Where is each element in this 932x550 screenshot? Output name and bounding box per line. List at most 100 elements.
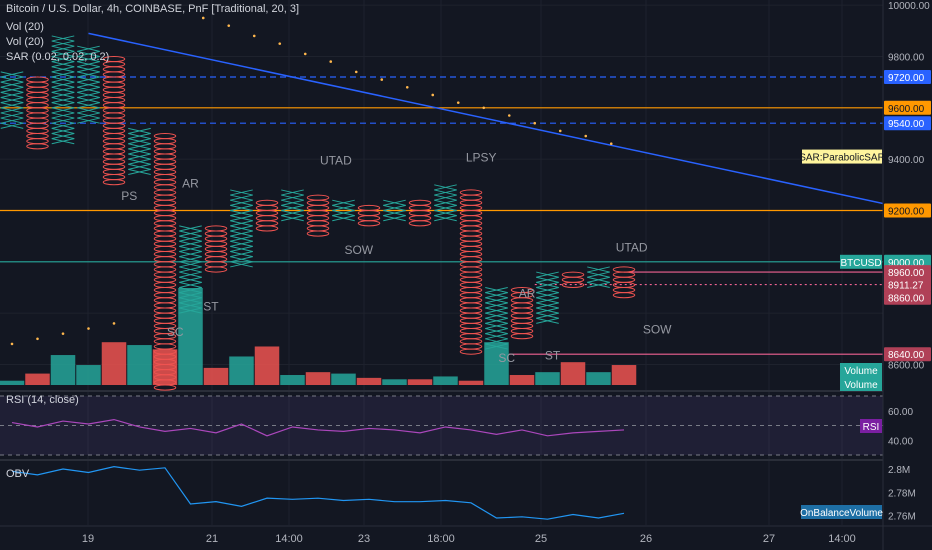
- sar-tag-label[interactable]: SAR:ParabolicSAR: [799, 153, 885, 164]
- time-tick-label[interactable]: 21: [206, 533, 218, 545]
- o-column[interactable]: [26, 76, 49, 150]
- x-column[interactable]: [230, 189, 253, 268]
- time-tick-label[interactable]: 27: [763, 533, 775, 545]
- x-box: [179, 225, 202, 232]
- obv-pane[interactable]: [11, 466, 625, 520]
- x-column[interactable]: [51, 35, 75, 145]
- price-tick-label[interactable]: 8600.00: [888, 360, 925, 371]
- x-column[interactable]: [485, 286, 508, 350]
- time-tick-label[interactable]: 18:00: [427, 533, 455, 545]
- price-tag-label[interactable]: 9540.00: [888, 119, 925, 130]
- x-column[interactable]: [281, 189, 304, 222]
- price-tag[interactable]: [884, 70, 931, 84]
- volume-tag-2-label[interactable]: Volume: [844, 380, 878, 391]
- price-tag[interactable]: [884, 100, 931, 115]
- price-tick-label[interactable]: 10000.00: [888, 1, 930, 12]
- trendline-line[interactable]: [88, 32, 892, 207]
- time-tick-label[interactable]: 26: [640, 533, 652, 545]
- x-column[interactable]: [0, 71, 24, 129]
- vol-legend-1[interactable]: Vol (20): [6, 21, 44, 33]
- volume-bar: [101, 342, 127, 385]
- price-tick-label[interactable]: 9400.00: [888, 155, 925, 166]
- btcusd-tag-label[interactable]: BTCUSD: [840, 258, 881, 269]
- vol-legend-2[interactable]: Vol (20): [6, 36, 44, 48]
- sar-legend[interactable]: SAR (0.02, 0.02, 0.2): [6, 51, 110, 63]
- time-tick-label[interactable]: 14:00: [828, 533, 856, 545]
- obv-tag-label[interactable]: OnBalanceVolume: [800, 508, 883, 519]
- o-column[interactable]: [408, 199, 432, 227]
- sar-tag[interactable]: [802, 149, 882, 164]
- x-column[interactable]: [587, 266, 610, 288]
- x-box: [51, 138, 75, 145]
- rsi-tag[interactable]: [860, 419, 882, 433]
- price-axis[interactable]: 10000.00 9800.00 9720.00 9600.00 9540.00 9400…: [799, 0, 932, 550]
- o-column[interactable]: [612, 266, 636, 299]
- o-column[interactable]: [510, 286, 534, 340]
- o-column[interactable]: [561, 271, 585, 288]
- x-column[interactable]: [332, 199, 355, 222]
- time-tick-label[interactable]: 19: [82, 533, 94, 545]
- price-tag[interactable]: [884, 277, 931, 292]
- volume-tag-2[interactable]: [840, 377, 882, 391]
- x-column[interactable]: [536, 271, 559, 324]
- price-tag-label[interactable]: 8860.00: [888, 294, 925, 305]
- o-column[interactable]: [459, 189, 483, 355]
- time-axis[interactable]: 19 21 14:00 23 18:00 25 26 27 14:00: [0, 525, 932, 545]
- o-column[interactable]: [102, 55, 126, 186]
- x-box: [51, 97, 75, 104]
- x-box: [485, 317, 508, 324]
- btcusd-tag[interactable]: [840, 254, 882, 269]
- x-box: [230, 220, 253, 227]
- annotation-label: SOW: [344, 243, 373, 257]
- x-column[interactable]: [383, 199, 406, 222]
- time-tick-label[interactable]: 25: [535, 533, 547, 545]
- obv-legend[interactable]: OBV: [6, 468, 30, 480]
- rsi-line[interactable]: [11, 418, 625, 437]
- trendline[interactable]: [88, 32, 892, 207]
- volume-tag[interactable]: [840, 363, 882, 377]
- price-tag-label[interactable]: 8640.00: [888, 350, 925, 361]
- price-tag-label[interactable]: 9000.00: [888, 258, 925, 269]
- rsi-pane[interactable]: [0, 395, 883, 456]
- x-box: [383, 204, 406, 211]
- price-tag[interactable]: [884, 203, 931, 218]
- obv-line[interactable]: [11, 466, 625, 520]
- x-box: [383, 209, 406, 217]
- o-column[interactable]: [204, 225, 228, 273]
- sar-dot: [380, 78, 384, 81]
- price-tag-label[interactable]: 8911.27: [888, 281, 924, 292]
- price-tag-label[interactable]: 9720.00: [888, 73, 925, 84]
- price-tag-label[interactable]: 8960.00: [888, 268, 925, 279]
- obv-tick: 2.76M: [888, 512, 916, 523]
- o-column[interactable]: [357, 204, 381, 227]
- o-column[interactable]: [255, 199, 279, 232]
- volume-tag-label[interactable]: Volume: [844, 366, 878, 377]
- o-box: [153, 132, 177, 140]
- o-column[interactable]: [153, 132, 177, 391]
- price-tag-label[interactable]: 9200.00: [888, 206, 925, 217]
- x-box: [51, 66, 75, 73]
- obv-tag[interactable]: [801, 505, 882, 519]
- price-tag-label[interactable]: 9600.00: [888, 104, 925, 115]
- x-box: [51, 107, 75, 114]
- o-column[interactable]: [306, 194, 330, 237]
- x-box: [179, 281, 202, 288]
- pnf-columns[interactable]: [0, 35, 636, 391]
- x-column[interactable]: [179, 225, 202, 314]
- price-tag[interactable]: [884, 347, 931, 362]
- price-tag[interactable]: [884, 290, 931, 305]
- price-tag[interactable]: [884, 265, 931, 280]
- price-tick-label[interactable]: 9800.00: [888, 52, 925, 63]
- rsi-tag-label[interactable]: RSI: [863, 422, 880, 433]
- time-tick-label[interactable]: 23: [358, 533, 370, 545]
- x-box: [536, 307, 559, 314]
- volume-bar: [305, 372, 331, 385]
- price-tag[interactable]: [884, 116, 931, 131]
- x-column[interactable]: [77, 45, 100, 124]
- rsi-legend[interactable]: RSI (14, close): [6, 394, 79, 406]
- sar-dot: [354, 70, 358, 74]
- time-tick-label[interactable]: 14:00: [275, 533, 303, 545]
- x-column[interactable]: [434, 184, 457, 222]
- x-column[interactable]: [128, 127, 151, 176]
